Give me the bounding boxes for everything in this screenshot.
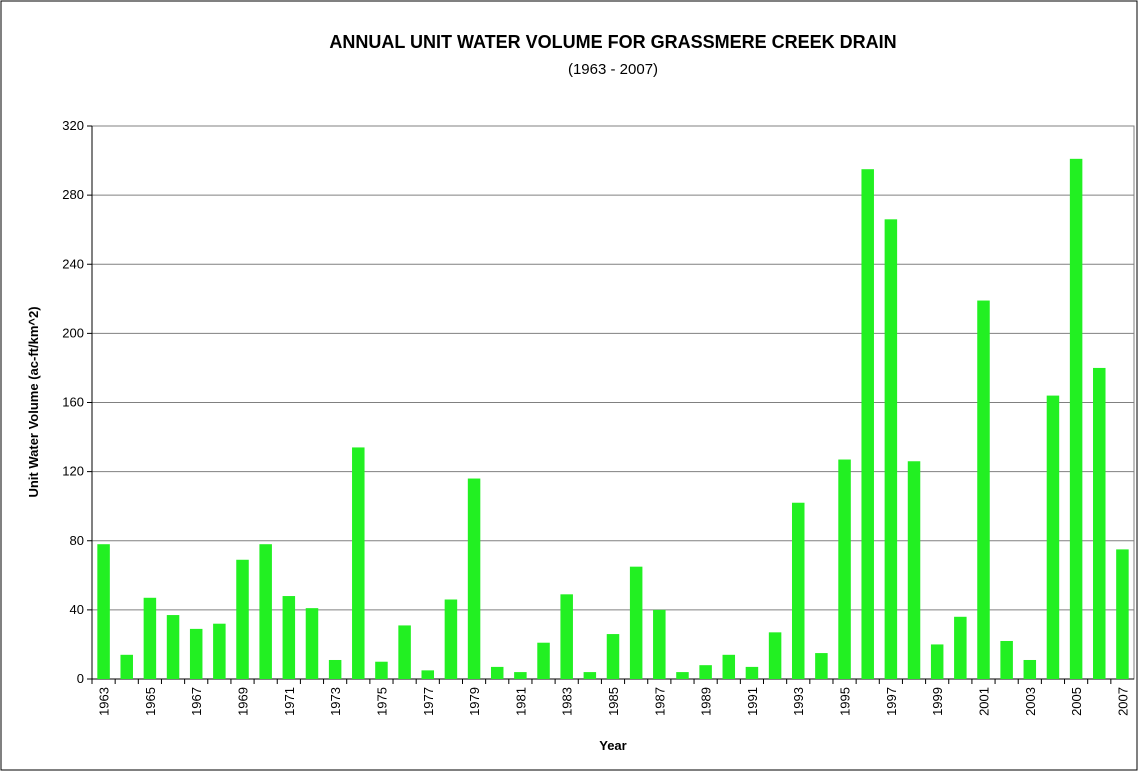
x-axis-label: Year — [599, 738, 626, 753]
bar — [375, 661, 388, 679]
bar — [606, 634, 620, 679]
x-tick-label: 1985 — [606, 687, 621, 716]
bar — [537, 642, 550, 679]
bar — [977, 300, 990, 679]
bar — [560, 594, 573, 679]
bar — [305, 608, 319, 679]
y-tick-label: 0 — [77, 671, 84, 686]
bar — [907, 461, 921, 679]
x-tick-label: 1963 — [97, 687, 112, 716]
bar — [1069, 158, 1083, 680]
x-tick-label: 1977 — [421, 687, 436, 716]
x-tick-label: 1993 — [791, 687, 806, 716]
bar — [1116, 549, 1129, 679]
x-tick-label: 1999 — [930, 687, 945, 716]
x-tick-label: 1989 — [699, 687, 714, 716]
bar — [861, 169, 874, 679]
x-tick-label: 2003 — [1023, 687, 1038, 716]
bar — [236, 559, 249, 679]
x-tick-label: 1971 — [282, 687, 297, 716]
x-tick-label: 1983 — [560, 687, 575, 716]
bar — [398, 625, 411, 679]
x-tick-label: 2001 — [976, 687, 991, 716]
bar — [120, 654, 133, 679]
x-tick-label: 1979 — [467, 687, 482, 716]
bar — [189, 628, 203, 679]
bar — [444, 599, 458, 679]
bar — [768, 632, 782, 679]
y-tick-label: 240 — [62, 256, 84, 271]
bar — [282, 596, 296, 679]
y-tick-label: 280 — [62, 187, 84, 202]
chart-subtitle: (1963 - 2007) — [568, 61, 658, 78]
bar — [1046, 395, 1060, 679]
bar — [467, 478, 481, 679]
bar — [722, 654, 736, 679]
bar — [213, 623, 226, 679]
bar — [954, 616, 967, 679]
x-tick-label: 1975 — [374, 687, 389, 716]
bar — [1000, 640, 1013, 679]
x-tick-label: 1973 — [328, 687, 343, 716]
bar — [745, 666, 759, 679]
x-tick-label: 2007 — [1115, 687, 1130, 716]
bar — [699, 665, 712, 679]
bar — [791, 502, 805, 679]
bar — [815, 653, 828, 679]
bar — [166, 615, 180, 679]
bar — [583, 672, 597, 679]
bar — [1093, 367, 1106, 679]
x-tick-label: 1987 — [652, 687, 667, 716]
y-tick-label: 160 — [62, 395, 84, 410]
x-tick-label: 1995 — [838, 687, 853, 716]
y-axis-label: Unit Water Volume (ac-ft/km^2) — [26, 306, 41, 497]
y-tick-label: 320 — [62, 118, 84, 133]
x-tick-label: 1969 — [236, 687, 251, 716]
bar — [490, 666, 504, 679]
y-tick-label: 40 — [70, 602, 84, 617]
bar — [97, 544, 110, 679]
y-tick-label: 120 — [62, 464, 84, 479]
bar — [352, 447, 365, 679]
bar — [676, 672, 689, 679]
bar — [143, 597, 157, 679]
chart-title: ANNUAL UNIT WATER VOLUME FOR GRASSMERE C… — [329, 32, 896, 52]
x-tick-label: 1965 — [143, 687, 158, 716]
y-tick-label: 200 — [62, 325, 84, 340]
x-tick-label: 1981 — [513, 687, 528, 716]
bar — [259, 544, 272, 679]
bar — [930, 644, 944, 679]
bar — [653, 609, 666, 679]
bar — [514, 672, 527, 679]
y-tick-label: 80 — [70, 533, 84, 548]
bar — [884, 219, 898, 679]
x-tick-label: 1997 — [884, 687, 899, 716]
bar — [328, 659, 342, 679]
bar — [421, 670, 435, 679]
x-tick-label: 1991 — [745, 687, 760, 716]
x-tick-label: 2005 — [1069, 687, 1084, 716]
bar — [1023, 659, 1037, 679]
bar — [838, 459, 851, 679]
bar — [629, 566, 643, 679]
x-tick-label: 1967 — [189, 687, 204, 716]
